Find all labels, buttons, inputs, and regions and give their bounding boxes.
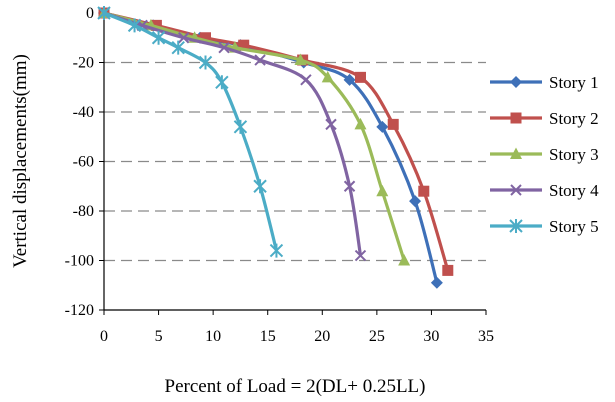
data-point (510, 112, 522, 124)
axes: 0 -20 -40 -60 -80 -100 -120 0 5 10 15 20 25 30 35 (65, 5, 494, 345)
data-point (171, 40, 185, 55)
data-point (418, 185, 430, 197)
x-tick-label: 25 (369, 328, 385, 345)
x-axis-title: Percent of Load = 2(DL+ 0.25LL) (165, 376, 426, 397)
y-tick-label: -40 (73, 104, 94, 121)
x-tick-label: 35 (478, 328, 494, 345)
data-point (177, 32, 190, 44)
data-point (294, 53, 307, 66)
data-point (509, 219, 523, 233)
legend-item: Story 1 (490, 73, 599, 92)
data-point (510, 184, 522, 196)
y-axis-title: Vertical displacements(mm) (10, 54, 31, 268)
data-point (354, 71, 366, 83)
data-point (398, 254, 411, 266)
data-point (233, 119, 248, 134)
grid (104, 61, 486, 262)
data-point (218, 41, 230, 54)
data-point (238, 39, 250, 51)
y-tick-label: 0 (86, 5, 94, 22)
data-point (321, 70, 334, 83)
data-point (376, 184, 389, 197)
data-point (376, 120, 389, 133)
data-point (430, 276, 443, 289)
data-point (269, 243, 284, 258)
legend-item: Story 3 (490, 145, 599, 164)
data-point (151, 30, 166, 45)
data-point (510, 76, 522, 88)
series-story-5 (97, 6, 284, 258)
data-point (442, 264, 454, 276)
data-point (300, 74, 312, 86)
data-point (510, 147, 522, 159)
data-point (198, 55, 213, 70)
data-point (253, 179, 267, 194)
x-tick-label: 5 (155, 328, 163, 345)
data-point (127, 18, 142, 33)
y-tick-label: -120 (65, 302, 94, 319)
y-tick-label: -100 (65, 253, 94, 270)
x-tick-label: 30 (423, 328, 439, 345)
legend-label: Story 3 (549, 145, 599, 164)
x-tick-label: 0 (100, 328, 108, 345)
data-point (354, 117, 367, 130)
data-point (200, 32, 212, 44)
data-point (343, 73, 356, 86)
legend-label: Story 5 (549, 217, 599, 236)
legend-item: Story 5 (490, 217, 599, 236)
legend-label: Story 1 (549, 73, 599, 92)
legend-item: Story 2 (490, 109, 599, 128)
y-tick-label: -60 (73, 154, 94, 171)
legend-label: Story 2 (549, 109, 599, 128)
legend-label: Story 4 (549, 181, 599, 200)
legend-item: Story 4 (490, 181, 599, 200)
x-tick-label: 20 (314, 328, 330, 345)
data-point (325, 118, 337, 131)
legend: Story 1 Story 2 Story 3 Story 4 Story 5 (490, 73, 599, 236)
x-tick-label: 15 (260, 328, 276, 345)
data-point (254, 54, 266, 66)
data-point (409, 195, 422, 208)
data-point (97, 6, 111, 20)
y-tick-label: -20 (73, 55, 94, 72)
series-layer (97, 6, 454, 289)
data-point (343, 180, 356, 192)
data-point (215, 75, 229, 90)
data-point (387, 118, 399, 130)
data-point (354, 249, 367, 262)
y-tick-label: -80 (73, 203, 94, 220)
x-tick-label: 10 (205, 328, 221, 345)
